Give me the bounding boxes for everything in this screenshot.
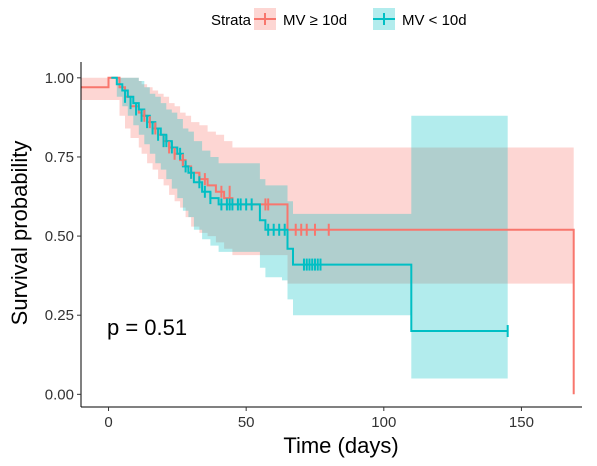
p-value-annotation: p = 0.51 [107, 315, 187, 340]
y-axis-title: Survival probability [7, 141, 32, 326]
y-tick-label: 1.00 [45, 70, 74, 87]
legend-label-mv-ge-10d: MV ≥ 10d [283, 12, 347, 29]
x-tick-label: 100 [371, 414, 396, 431]
legend: Strata MV ≥ 10d MV < 10d [211, 8, 467, 30]
y-tick-label: 0.50 [45, 228, 74, 245]
y-tick-label: 0.75 [45, 149, 74, 166]
legend-title: Strata [211, 12, 252, 29]
x-tick-label: 50 [238, 414, 255, 431]
x-ticks: 0 50 100 150 [104, 407, 534, 431]
censor-marks [124, 90, 509, 338]
x-tick-label: 0 [104, 414, 112, 431]
confidence-band-mv-lt-10d [111, 77, 508, 379]
y-tick-label: 0.00 [45, 386, 74, 403]
y-tick-label: 0.25 [45, 307, 74, 324]
confidence-band-mv-ge-10d [81, 77, 574, 284]
x-axis-title: Time (days) [283, 433, 398, 458]
x-tick-label: 150 [509, 414, 534, 431]
confidence-bands [81, 77, 574, 379]
y-ticks: 0.00 0.25 0.50 0.75 1.00 [45, 70, 81, 403]
legend-label-mv-lt-10d: MV < 10d [402, 12, 467, 29]
